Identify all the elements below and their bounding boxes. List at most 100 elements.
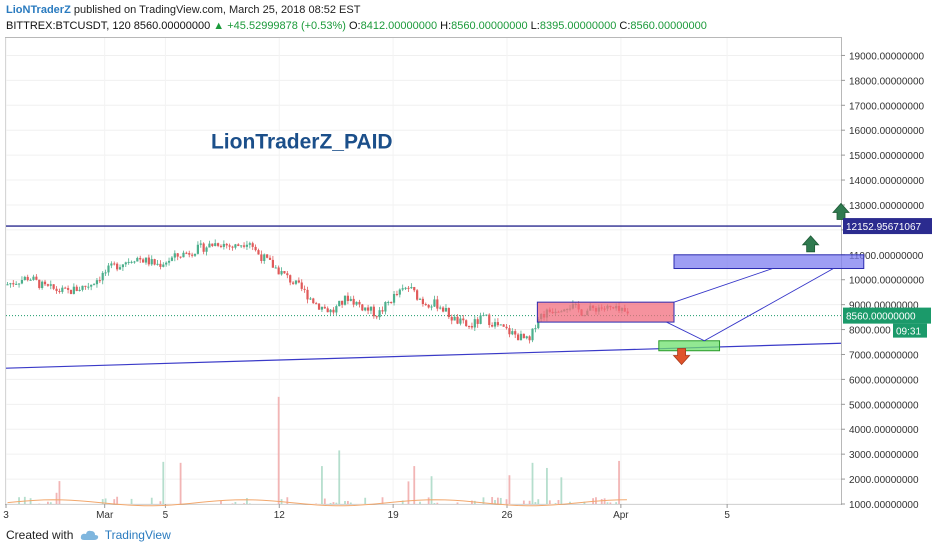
volume-bar [243,503,245,504]
created-with-label: Created with [6,528,74,542]
candle-body [133,261,136,263]
volume-bar [560,477,563,504]
volume-bar [49,502,52,504]
candle-body [35,276,38,280]
candle-body [147,257,150,265]
candle-body [444,307,448,312]
close-value: 8560.00000000 [630,20,707,32]
candle-body [277,267,280,275]
volume-bar [113,499,116,504]
last-price-label: 8560.00000000 [846,312,916,323]
candle-body [283,271,286,274]
y-tick-label: 5000.00000000 [849,400,919,411]
countdown-badge [893,323,927,338]
candle-body [326,308,329,313]
candle-body [179,256,182,258]
volume-bar [349,502,352,504]
candle-body [479,315,482,324]
volume-bar [471,500,473,504]
candle-body [271,259,274,268]
candle-body [242,245,246,247]
x-tick-label: 5 [163,510,169,521]
candle-body [410,287,413,289]
candle-body [69,289,73,294]
volume-bar [332,502,335,504]
candle-body [49,284,52,286]
candle-body [61,287,64,292]
blue-target-zone[interactable] [673,254,865,270]
candle-body [439,307,442,309]
volume-bar [427,497,430,504]
x-tick-label: Mar [96,510,114,521]
red-supply-zone[interactable] [536,301,675,323]
candle-body [182,252,185,258]
volume-bar [494,500,496,504]
candle-body [392,293,396,303]
candle-body [191,254,194,256]
candle-body [268,257,272,260]
candle-body [17,283,21,285]
candle-body [473,319,476,328]
volume-bar [430,476,433,504]
candle-body [43,281,47,285]
candle-body [124,262,127,265]
candle-body [254,246,257,251]
candle-body [64,287,67,289]
tradingview-brand[interactable]: TradingView [104,528,171,542]
candle-body [23,276,26,281]
volume-bar [150,497,153,504]
candle-body [459,318,462,324]
x-tick-label: 3 [3,510,9,521]
green-support-zone[interactable] [658,340,721,352]
volume-bar [159,501,162,504]
candle-body [488,314,491,326]
last-price-badge [843,307,931,324]
candle-body [211,243,214,247]
candle-body [404,287,407,289]
candle-body [46,284,50,286]
candle-body [95,280,99,285]
candle-body [421,298,424,305]
projection-line [673,268,773,303]
volume-bar [554,503,557,504]
candle-body [493,322,497,327]
candle-body [228,245,231,247]
candle-body [38,279,41,288]
author-link[interactable]: LioNTraderZ [6,4,71,16]
candle-body [366,307,370,311]
candle-body [29,279,32,281]
volume-bar [321,466,323,504]
volume-bar [603,498,606,504]
candle-body [110,263,113,266]
candle-body [153,259,156,265]
low-value: 8395.00000000 [539,20,617,32]
candle-body [531,328,534,341]
candle-body [320,306,324,310]
candle-body [355,301,358,305]
volume-bar [248,503,251,504]
low-label: L: [530,20,540,32]
candle-body [289,275,292,283]
y-tick-label: 7000.00000000 [849,350,919,361]
price-chart[interactable]: 19000.00000000 18000.00000000 17000.000000… [0,0,932,528]
candle-body [150,259,153,265]
candle-body [225,243,228,246]
volume-bar [401,500,404,504]
candle-body [104,272,107,274]
resistance-price-badge [843,218,932,235]
high-label: H: [440,20,452,32]
candle-body [32,276,35,280]
candle-body [441,307,445,312]
volume-bar [546,467,548,504]
volume-bar [179,462,182,504]
candle-body [188,253,191,255]
candle-body [165,262,168,265]
candle-body [349,298,352,301]
candle-body [251,243,254,247]
candle-body [303,288,306,290]
candle-body [447,307,450,318]
y-tick-label: 3000.00000000 [849,450,919,461]
candle-body [496,322,499,326]
candle-body [193,253,197,256]
y-tick-label: 13000.00000000 [849,201,925,212]
